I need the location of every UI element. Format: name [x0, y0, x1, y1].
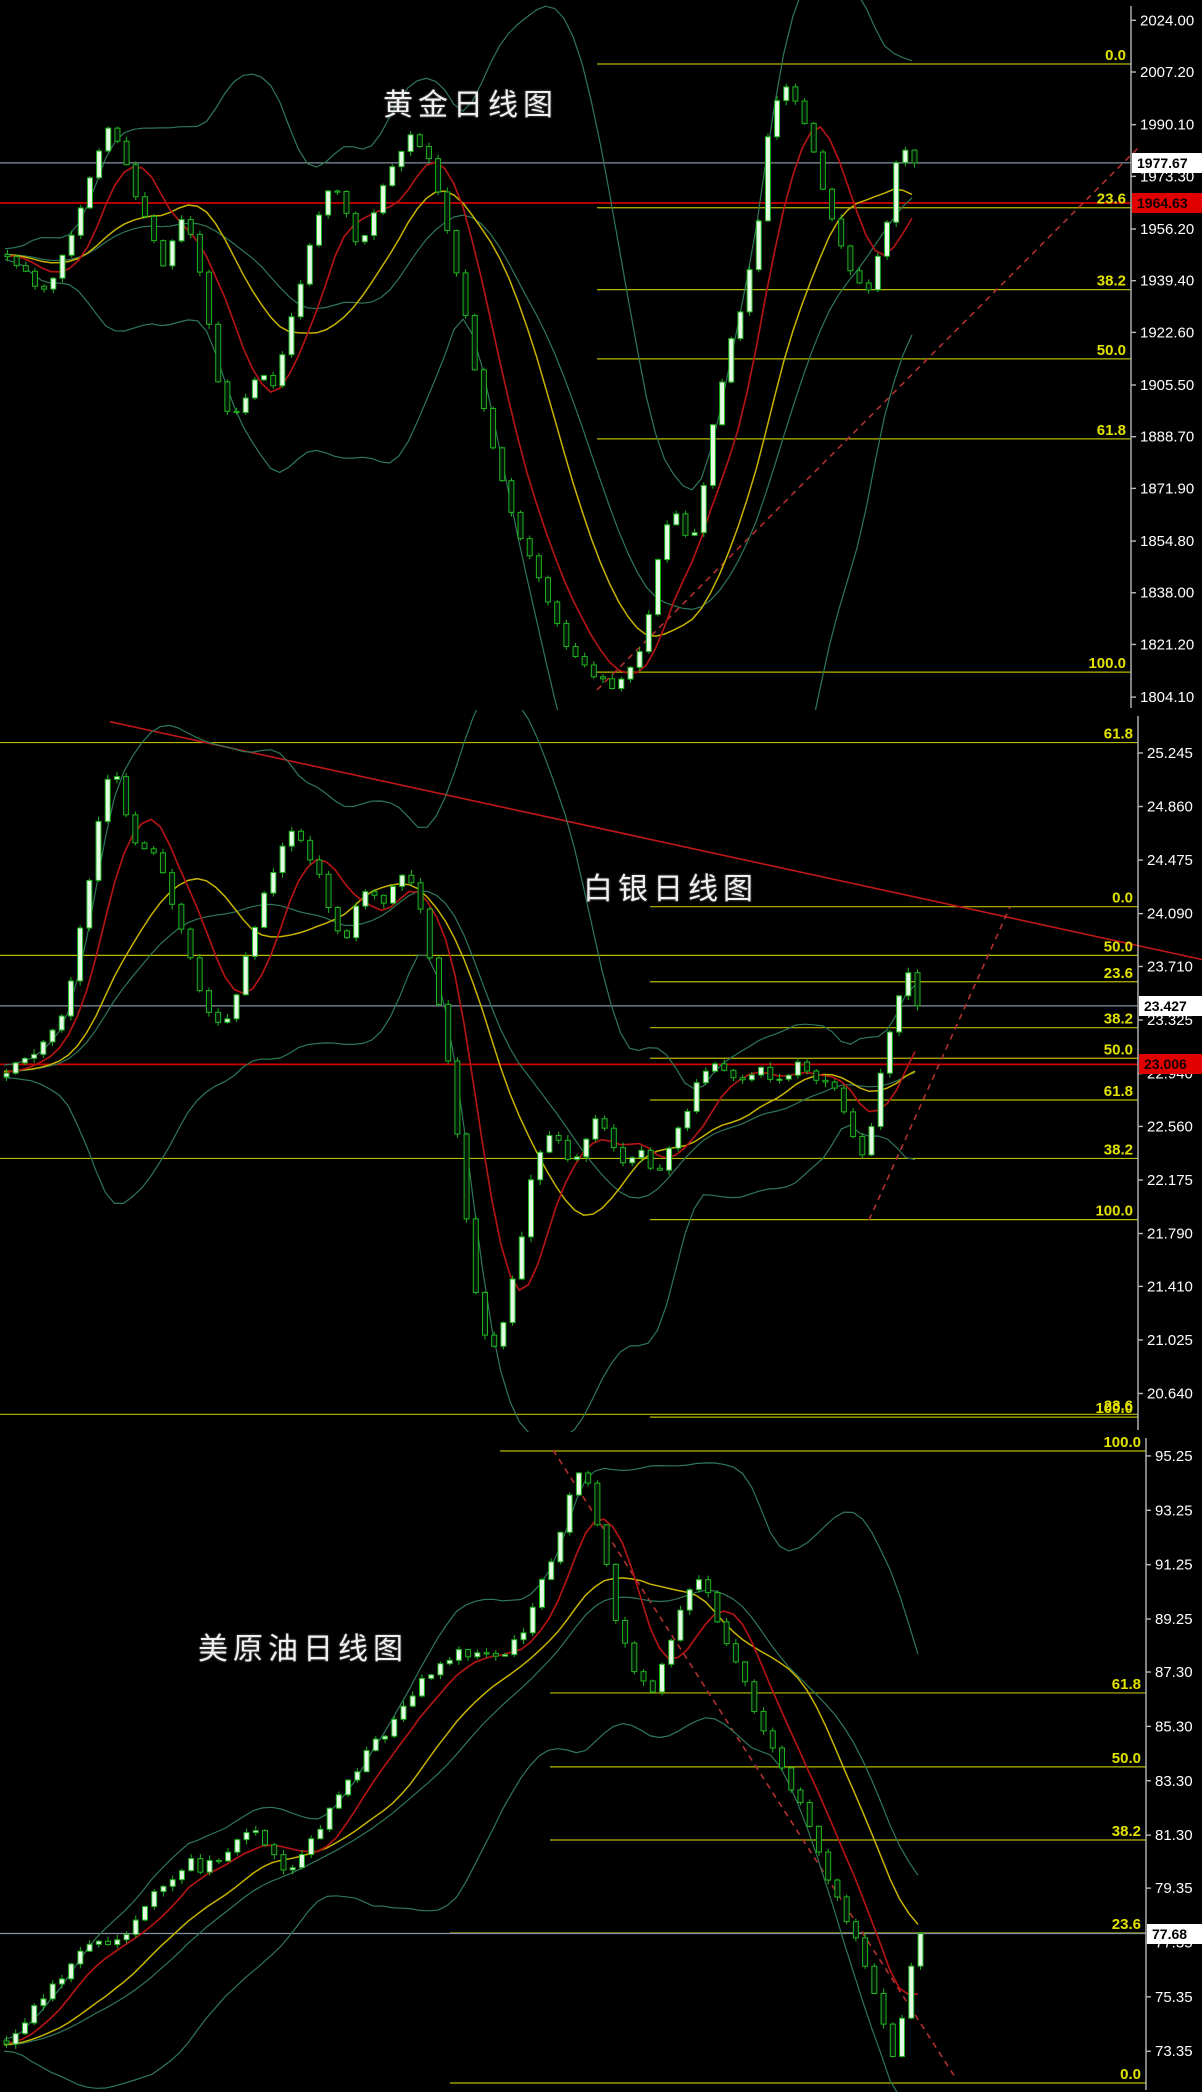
usoil-tick-label: 95.25 — [1155, 1448, 1193, 1465]
usoil-tick-label: 85.30 — [1155, 1718, 1193, 1735]
gold-red-level-tag: 1964.63 — [1132, 193, 1202, 214]
usoil-tick-label: 75.35 — [1155, 1989, 1193, 2006]
silver-fibonacci-lines — [0, 741, 1138, 1418]
usoil-tick-label: 83.30 — [1155, 1773, 1193, 1790]
gold-tick-label: 1854.80 — [1140, 533, 1194, 550]
silver-fib-label: 61.8 — [1104, 726, 1133, 743]
silver-tick-label: 25.245 — [1147, 745, 1193, 762]
usoil-fib-label: 23.6 — [1112, 1916, 1141, 1933]
gold-tick-label: 1871.90 — [1140, 480, 1194, 497]
gold-fib-label: 61.8 — [1097, 422, 1126, 439]
silver-fib-label: 100.0 — [1095, 1400, 1133, 1417]
usoil-tick-label: 89.25 — [1155, 1611, 1193, 1628]
silver-fib-label: 50.0 — [1104, 1041, 1133, 1058]
gold-lower-band — [4, 258, 913, 710]
gold-price-axis: 2024.002007.201990.101973.301956.201939.… — [1088, 6, 1194, 708]
silver-price-axis: 25.24524.86024.47524.09023.71023.32522.9… — [1095, 716, 1193, 1430]
usoil-bollinger-bands — [3, 1462, 919, 2092]
silver-tick-label: 24.090 — [1147, 906, 1193, 923]
usoil-price-axis: 95.25 93.25 91.25 89.25 87.30 85.30 83.30 81.30… — [1103, 1434, 1193, 2090]
usoil-tick-label: 91.25 — [1155, 1557, 1193, 1574]
gold-fibonacci-lines — [597, 63, 1131, 673]
gold-tick-label: 1990.10 — [1140, 117, 1194, 134]
gold-tick-label: 1922.60 — [1140, 324, 1194, 341]
usoil-chart-panel — [0, 1449, 1146, 2092]
silver-tick-label: 24.475 — [1147, 852, 1193, 869]
gold-current-price-tag: 1977.67 — [1132, 152, 1202, 173]
gold-tick-label: 1939.40 — [1140, 273, 1194, 290]
silver-ma-slow — [3, 877, 916, 1216]
gold-ma-fast — [4, 126, 913, 675]
gold-candles — [4, 83, 918, 692]
usoil-upper-band — [3, 1462, 919, 2040]
gold-fib-label: 38.2 — [1097, 273, 1126, 290]
usoil-middle-band — [3, 1589, 919, 2046]
silver-fib-label: 23.6 — [1104, 1397, 1133, 1414]
silver-tick-label: 21.410 — [1147, 1278, 1193, 1295]
usoil-fib-label: 38.2 — [1112, 1823, 1141, 1840]
silver-tick-label: 23.325 — [1147, 1012, 1193, 1029]
usoil-fib-label: 61.8 — [1112, 1676, 1141, 1693]
silver-tick-label: 21.790 — [1147, 1226, 1193, 1243]
gold-fib-label: 23.6 — [1097, 191, 1126, 208]
gold-upper-band — [4, 0, 913, 491]
silver-upper-band — [3, 710, 916, 1090]
usoil-fib-label: 100.0 — [1103, 1434, 1141, 1451]
gold-tick-label: 1905.50 — [1140, 377, 1194, 394]
gold-tick-label: 1888.70 — [1140, 429, 1194, 446]
silver-tick-label: 23.710 — [1147, 958, 1193, 975]
gold-chart-title: 黄金日线图 — [383, 89, 558, 122]
gold-tick-label: 2024.00 — [1140, 12, 1194, 29]
silver-fib-label: 38.2 — [1104, 1141, 1133, 1158]
gold-chart-panel — [0, 0, 1139, 710]
usoil-current-price-tag: 77.68 — [1147, 1923, 1202, 1944]
silver-fib-label: 61.8 — [1104, 1083, 1133, 1100]
gold-tick-label: 1956.20 — [1140, 221, 1194, 238]
silver-candles — [3, 771, 921, 1350]
usoil-ma-slow — [3, 1577, 919, 2046]
silver-fib-label: 50.0 — [1104, 938, 1133, 955]
silver-tick-label: 21.025 — [1147, 1332, 1193, 1349]
usoil-fib-label: 50.0 — [1112, 1750, 1141, 1767]
silver-fib-label: 100.0 — [1095, 1203, 1133, 1220]
silver-trend-line-0 — [109, 720, 1202, 961]
silver-tick-label: 24.860 — [1147, 799, 1193, 816]
gold-tick-label: 1804.10 — [1140, 689, 1194, 706]
silver-fib-label: 0.0 — [1112, 890, 1133, 907]
usoil-candles — [3, 1470, 924, 2058]
gold-trend-line-0 — [596, 147, 1139, 691]
usoil-trend-line-0 — [552, 1449, 956, 2078]
gold-fib-label: 0.0 — [1105, 47, 1126, 64]
usoil-ma-fast — [3, 1518, 919, 2045]
silver-chart-title: 白银日线图 — [583, 873, 758, 906]
usoil-fib-label: 0.0 — [1120, 2066, 1141, 2083]
silver-tick-label: 22.560 — [1147, 1118, 1193, 1135]
silver-tick-label: 22.175 — [1147, 1172, 1193, 1189]
silver-tick-label: 20.640 — [1147, 1385, 1193, 1402]
silver-trend-line-1 — [868, 906, 1011, 1221]
usoil-fibonacci-lines — [450, 1450, 1146, 2084]
usoil-lower-band — [3, 1717, 898, 2092]
usoil-tick-label: 93.25 — [1155, 1502, 1193, 1519]
silver-red-level-tag: 23.006 — [1139, 1054, 1202, 1075]
usoil-tick-label: 73.35 — [1155, 2043, 1193, 2060]
gold-fib-label: 50.0 — [1097, 342, 1126, 359]
silver-fib-label: 38.2 — [1104, 1011, 1133, 1028]
silver-chart-panel — [0, 710, 1202, 1432]
gold-ma-slow — [4, 188, 913, 637]
silver-middle-band — [3, 890, 916, 1199]
usoil-tick-label: 79.35 — [1155, 1880, 1193, 1897]
silver-fib-label: 23.6 — [1104, 965, 1133, 982]
usoil-tick-label: 87.30 — [1155, 1664, 1193, 1681]
usoil-chart-title: 美原油日线图 — [198, 1633, 408, 1666]
gold-tick-label: 2007.20 — [1140, 64, 1194, 81]
gold-fib-label: 100.0 — [1088, 655, 1126, 672]
gold-tick-label: 1821.20 — [1140, 636, 1194, 653]
usoil-tick-label: 81.30 — [1155, 1827, 1193, 1844]
silver-current-price-tag: 23.427 — [1139, 995, 1202, 1016]
gold-tick-label: 1838.00 — [1140, 585, 1194, 602]
